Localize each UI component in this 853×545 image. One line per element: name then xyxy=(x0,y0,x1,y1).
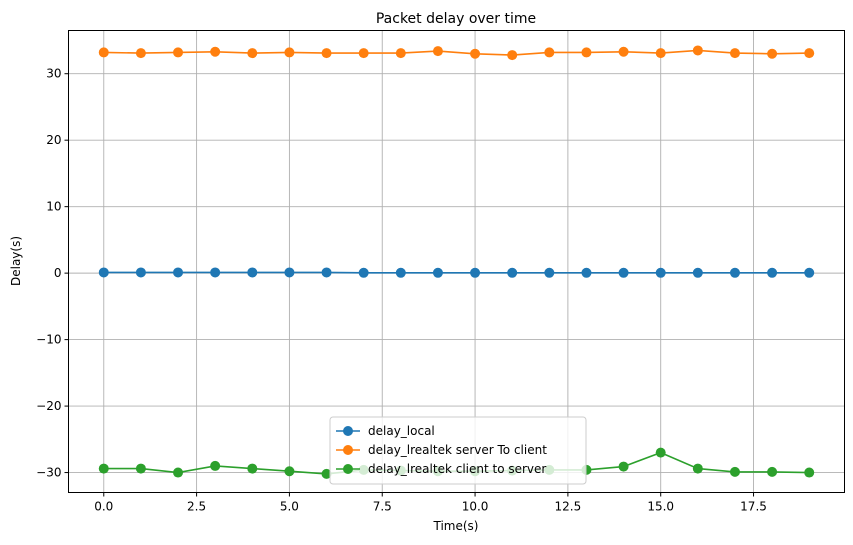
data-point xyxy=(321,267,332,278)
chart-title: Packet delay over time xyxy=(376,11,536,27)
legend-marker xyxy=(343,464,353,474)
y-tick-label: 0 xyxy=(54,266,62,280)
data-point xyxy=(581,267,592,278)
data-point xyxy=(173,267,184,278)
y-tick-label: 10 xyxy=(46,200,61,214)
data-point xyxy=(729,267,740,278)
data-point xyxy=(470,267,481,278)
data-point xyxy=(135,463,146,474)
data-point xyxy=(358,267,369,278)
legend-label: delay_local xyxy=(368,424,435,438)
data-point xyxy=(804,467,815,478)
data-point xyxy=(655,267,666,278)
data-point xyxy=(655,48,666,59)
series-layer xyxy=(98,45,815,479)
y-tick-label: −30 xyxy=(36,466,61,480)
series-line xyxy=(103,49,810,56)
series-0 xyxy=(98,267,815,278)
data-point xyxy=(767,466,778,477)
data-point xyxy=(98,463,109,474)
y-axis-label: Delay(s) xyxy=(9,236,23,286)
legend-label: delay_lrealtek client to server xyxy=(368,462,546,476)
x-tick-label: 15.0 xyxy=(647,500,674,514)
data-point xyxy=(767,267,778,278)
data-point xyxy=(507,50,518,61)
y-tick-label: −20 xyxy=(36,399,61,413)
legend-box xyxy=(329,416,587,485)
plot-area-frame xyxy=(68,30,845,493)
data-point xyxy=(321,48,332,59)
data-point xyxy=(135,267,146,278)
data-point xyxy=(432,46,443,57)
data-point xyxy=(767,48,778,59)
data-point xyxy=(173,47,184,58)
data-point xyxy=(470,48,481,59)
data-point xyxy=(432,267,443,278)
series-1 xyxy=(98,45,815,61)
legend: delay_local delay_lrealtek server To clie… xyxy=(329,416,587,485)
x-tick-label: 10.0 xyxy=(462,500,489,514)
data-point xyxy=(173,467,184,478)
data-point xyxy=(729,48,740,59)
x-tick-label: 0.0 xyxy=(94,500,113,514)
legend-label: delay_lrealtek server To client xyxy=(368,443,547,457)
data-point xyxy=(210,267,221,278)
data-point xyxy=(692,463,703,474)
data-point xyxy=(395,48,406,59)
data-point xyxy=(247,48,258,59)
data-point xyxy=(618,461,629,472)
data-point xyxy=(692,45,703,56)
data-point xyxy=(247,267,258,278)
data-point xyxy=(98,267,109,278)
data-point xyxy=(284,47,295,58)
data-point xyxy=(395,267,406,278)
x-tick-label: 17.5 xyxy=(740,500,767,514)
x-tick-label: 12.5 xyxy=(555,500,582,514)
data-point xyxy=(135,48,146,59)
data-point xyxy=(98,47,109,58)
data-point xyxy=(655,447,666,458)
data-point xyxy=(692,267,703,278)
data-point xyxy=(507,267,518,278)
data-point xyxy=(804,48,815,59)
data-point xyxy=(210,46,221,57)
legend-marker xyxy=(343,426,353,436)
data-point xyxy=(618,46,629,57)
data-point xyxy=(544,47,555,58)
data-point xyxy=(284,466,295,477)
data-point xyxy=(804,267,815,278)
data-point xyxy=(581,47,592,58)
data-point xyxy=(210,460,221,471)
y-tick-label: 30 xyxy=(46,67,61,81)
data-point xyxy=(247,463,258,474)
y-tick-label: 20 xyxy=(46,133,61,147)
data-point xyxy=(618,267,629,278)
data-point xyxy=(321,468,332,479)
x-tick-label: 5.0 xyxy=(280,500,299,514)
y-axis: −30 −20 −10 0 10 20 30 xyxy=(36,67,69,480)
x-tick-label: 7.5 xyxy=(373,500,392,514)
data-point xyxy=(284,267,295,278)
data-point xyxy=(729,466,740,477)
y-tick-label: −10 xyxy=(36,333,61,347)
data-point xyxy=(544,267,555,278)
x-tick-label: 2.5 xyxy=(187,500,206,514)
legend-marker xyxy=(343,445,353,455)
x-axis: 0.0 2.5 5.0 7.5 10.0 12.5 15.0 17.5 xyxy=(94,492,767,514)
data-point xyxy=(358,48,369,59)
x-axis-label: Time(s) xyxy=(433,519,479,533)
